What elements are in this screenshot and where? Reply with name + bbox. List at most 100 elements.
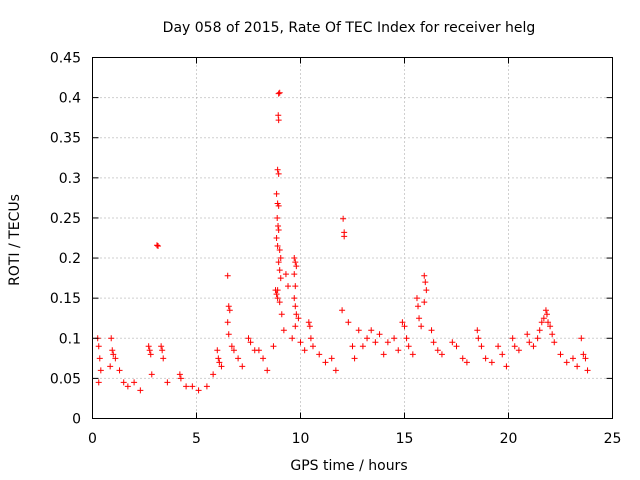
data-point (449, 339, 456, 346)
data-point (453, 343, 460, 350)
data-point (430, 339, 437, 346)
data-point (292, 323, 299, 330)
data-point (164, 379, 171, 386)
data-point (109, 347, 116, 354)
data-point (230, 347, 237, 354)
data-point (116, 367, 123, 374)
data-point (349, 343, 356, 350)
data-point (120, 379, 127, 386)
data-point (503, 363, 510, 370)
data-point (224, 319, 231, 326)
data-point (131, 379, 138, 386)
y-tick-labels: 0 0.05 0.1 0.15 0.2 0.25 0.3 0.35 0.4 0.45 (50, 51, 81, 428)
data-point (309, 343, 316, 350)
data-point (153, 242, 160, 249)
data-point (275, 170, 282, 177)
data-point (195, 387, 202, 394)
data-point (368, 327, 375, 334)
y-tick-label: 0.45 (50, 51, 81, 67)
data-point (275, 222, 282, 229)
data-point (214, 347, 221, 354)
data-point (280, 327, 287, 334)
data-point (364, 335, 371, 342)
x-tick-label: 15 (396, 431, 414, 447)
data-point (177, 375, 184, 382)
data-point (274, 243, 281, 250)
data-point (557, 351, 564, 358)
data-point (547, 323, 554, 330)
data-point (239, 363, 246, 370)
y-tick-label: 0.3 (59, 171, 81, 187)
data-point (273, 235, 280, 241)
data-point (372, 339, 379, 346)
y-tick-label: 0.35 (50, 131, 81, 147)
data-point (376, 331, 383, 338)
plot-frame (92, 57, 613, 419)
data-point (422, 279, 429, 286)
y-tick-label: 0 (72, 412, 81, 428)
data-point (423, 287, 430, 294)
chart-title: Day 058 of 2015, Rate Of TEC Index for r… (163, 20, 536, 36)
data-point (275, 117, 282, 124)
data-point (399, 319, 406, 326)
data-point (228, 343, 235, 350)
data-point (482, 355, 489, 362)
data-point (124, 383, 131, 390)
data-point (395, 347, 402, 354)
data-point (276, 267, 283, 274)
data-point (478, 343, 485, 350)
axis-ticks (92, 57, 613, 419)
data-point (305, 319, 312, 326)
data-point (112, 355, 119, 362)
data-point (459, 355, 466, 362)
data-point (189, 383, 196, 390)
data-point (274, 287, 281, 294)
data-point (292, 283, 299, 290)
data-point (380, 351, 387, 358)
data-point (297, 339, 304, 346)
data-point (108, 335, 115, 342)
data-point (332, 367, 339, 374)
data-point (260, 355, 267, 362)
data-point (526, 339, 533, 346)
data-point (421, 272, 428, 279)
data-points (94, 89, 591, 394)
data-point (274, 295, 281, 302)
data-point (328, 355, 335, 362)
data-point (235, 355, 242, 362)
data-point (401, 323, 408, 330)
data-point (247, 339, 254, 346)
data-point (339, 307, 346, 314)
data-point (495, 343, 502, 350)
data-point (341, 233, 348, 240)
data-point (159, 347, 166, 354)
data-point (275, 202, 282, 209)
data-point (245, 335, 252, 342)
data-point (145, 343, 152, 350)
data-point (176, 371, 183, 378)
x-tick-labels: 0 5 10 15 20 25 (88, 431, 621, 447)
data-point (345, 319, 352, 326)
data-point (276, 247, 283, 254)
y-tick-label: 0.15 (50, 291, 81, 307)
y-tick-label: 0.2 (59, 251, 81, 267)
data-point (148, 371, 155, 378)
data-point (463, 359, 470, 366)
data-point (277, 255, 284, 262)
data-point (215, 355, 222, 362)
data-point (403, 335, 410, 342)
data-point (301, 347, 308, 354)
data-point (255, 347, 262, 354)
data-point (295, 315, 302, 322)
data-point (274, 166, 281, 173)
data-point (322, 359, 329, 366)
data-point (580, 351, 587, 358)
data-point (409, 351, 416, 358)
grid-lines (92, 57, 613, 419)
data-point (509, 335, 516, 342)
data-point (273, 190, 280, 197)
data-point (511, 343, 518, 350)
data-point (292, 259, 299, 266)
data-point (421, 299, 428, 306)
